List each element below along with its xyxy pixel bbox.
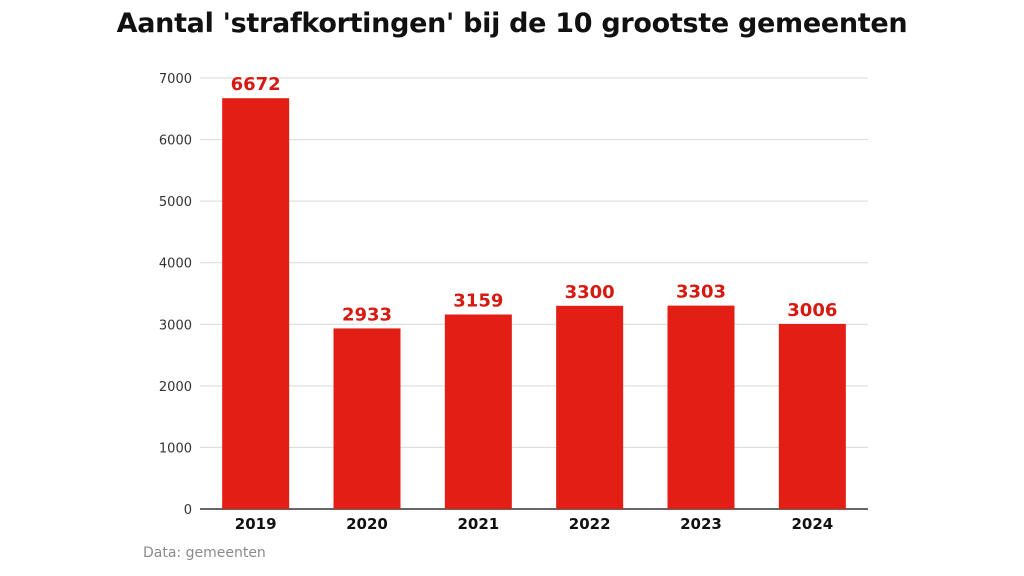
y-tick-label: 4000 xyxy=(159,257,192,272)
y-tick-label: 7000 xyxy=(159,72,192,87)
x-tick-label: 2020 xyxy=(346,515,388,533)
x-tick-label: 2023 xyxy=(680,515,722,533)
data-label-2021: 3159 xyxy=(453,290,503,311)
chart-title: Aantal 'strafkortingen' bij de 10 groots… xyxy=(116,8,908,39)
y-tick-label: 1000 xyxy=(159,441,192,456)
x-tick-label: 2022 xyxy=(569,515,611,533)
x-tick-label: 2019 xyxy=(235,515,277,533)
y-tick-label: 5000 xyxy=(159,195,192,210)
data-label-2023: 3303 xyxy=(676,282,726,303)
bar-2020 xyxy=(333,328,401,509)
data-label-2020: 2933 xyxy=(342,304,392,325)
data-label-2024: 3006 xyxy=(787,300,837,321)
data-label-2022: 3300 xyxy=(565,282,615,303)
bar-2021 xyxy=(444,314,512,509)
x-tick-label: 2024 xyxy=(791,515,833,533)
y-tick-label: 3000 xyxy=(159,318,192,333)
bar-2022 xyxy=(556,305,624,509)
x-tick-label: 2021 xyxy=(457,515,499,533)
data-label-2019: 6672 xyxy=(231,74,281,95)
y-tick-label: 0 xyxy=(184,503,192,518)
bar-2019 xyxy=(222,98,290,509)
bar-2023 xyxy=(667,305,735,509)
y-tick-label: 6000 xyxy=(159,134,192,149)
data-source-note: Data: gemeenten xyxy=(143,545,266,561)
bar-2024 xyxy=(778,323,846,509)
y-tick-label: 2000 xyxy=(159,380,192,395)
